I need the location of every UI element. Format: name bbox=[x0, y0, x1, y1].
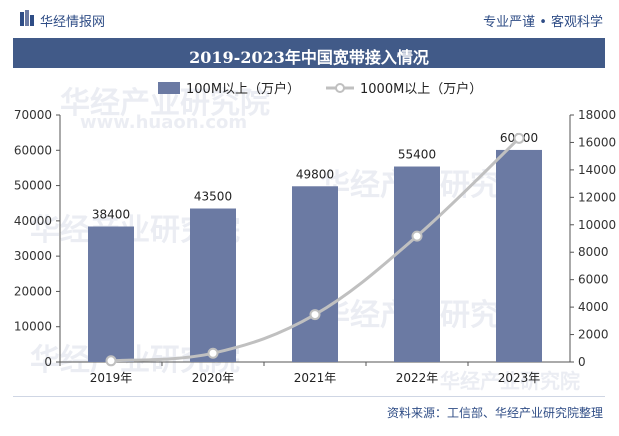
y-left-tick-label: 0 bbox=[44, 355, 52, 369]
top-bar: 华经情报网 专业严谨 • 客观科学 bbox=[0, 0, 619, 36]
bar-data-label: 55400 bbox=[398, 148, 436, 162]
legend-label: 1000M以上（万户） bbox=[360, 81, 482, 97]
bar-data-label: 49800 bbox=[296, 167, 334, 181]
legend-swatch-marker bbox=[335, 83, 345, 93]
chart-title: 2019-2023年中国宽带接入情况 bbox=[189, 48, 429, 67]
line-point bbox=[105, 355, 117, 367]
logo-icon bbox=[20, 10, 34, 26]
chart: 0 10000 20000 30000 40000 50000 60000 70000 0 200… bbox=[14, 81, 616, 385]
bar-data-label: 38400 bbox=[92, 208, 130, 222]
x-tick-label: 2021年 bbox=[294, 371, 337, 385]
bar bbox=[394, 166, 440, 362]
y-right-tick-label: 6000 bbox=[578, 273, 609, 287]
y-left-tick-label: 20000 bbox=[14, 284, 52, 298]
brand-name: 华经情报网 bbox=[40, 15, 106, 30]
y-left-tick-label: 50000 bbox=[14, 179, 52, 193]
x-tick-label: 2022年 bbox=[396, 371, 439, 385]
y-right-tick-label: 4000 bbox=[578, 300, 609, 314]
y-left-tick-label: 30000 bbox=[14, 249, 52, 263]
y-right-tick-label: 14000 bbox=[578, 163, 616, 177]
y-left-tick-label: 60000 bbox=[14, 143, 52, 157]
line-point bbox=[207, 347, 219, 359]
y-left-tick-label: 70000 bbox=[14, 108, 52, 122]
source-note: 资料来源：工信部、华经产业研究院整理 bbox=[386, 406, 603, 420]
slogan: 专业严谨 • 客观科学 bbox=[483, 15, 603, 30]
legend-swatch-bar bbox=[158, 82, 180, 94]
legend-label: 100M以上（万户） bbox=[186, 81, 300, 97]
x-tick-label: 2020年 bbox=[192, 371, 235, 385]
bar bbox=[88, 226, 134, 362]
y-left-tick-label: 40000 bbox=[14, 214, 52, 228]
y-right-tick-label: 8000 bbox=[578, 245, 609, 259]
line-point bbox=[411, 230, 423, 242]
y-right-tick-label: 2000 bbox=[578, 328, 609, 342]
y-left-tick-label: 10000 bbox=[14, 320, 52, 334]
y-right-tick-label: 16000 bbox=[578, 135, 616, 149]
bar bbox=[190, 208, 236, 362]
bottom-rule bbox=[13, 396, 605, 397]
x-tick-label: 2019年 bbox=[90, 371, 133, 385]
y-right-tick-label: 10000 bbox=[578, 218, 616, 232]
line-point bbox=[309, 309, 321, 321]
y-right-tick-label: 12000 bbox=[578, 190, 616, 204]
bar bbox=[292, 186, 338, 362]
x-tick-label: 2023年 bbox=[498, 371, 541, 385]
y-right-tick-label: 18000 bbox=[578, 108, 616, 122]
bar-data-label: 43500 bbox=[194, 190, 232, 204]
title-bar: 2019-2023年中国宽带接入情况 bbox=[13, 38, 605, 68]
line-point bbox=[513, 132, 525, 144]
bar bbox=[496, 149, 542, 362]
y-right-tick-label: 0 bbox=[578, 355, 586, 369]
